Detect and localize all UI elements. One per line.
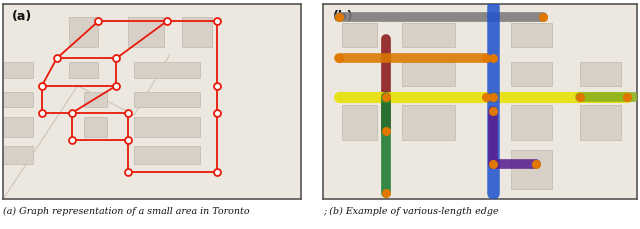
Polygon shape (402, 24, 455, 47)
Polygon shape (39, 5, 63, 199)
Text: (b): (b) (333, 10, 353, 23)
Polygon shape (3, 102, 301, 115)
Polygon shape (3, 117, 33, 137)
Polygon shape (458, 5, 502, 199)
Polygon shape (110, 5, 134, 199)
Polygon shape (511, 151, 552, 190)
Polygon shape (182, 18, 211, 47)
Polygon shape (402, 63, 455, 86)
Polygon shape (3, 75, 301, 90)
Polygon shape (342, 24, 376, 47)
Polygon shape (323, 79, 637, 90)
Polygon shape (134, 117, 200, 137)
Polygon shape (342, 106, 376, 141)
Polygon shape (402, 106, 455, 141)
Polygon shape (3, 63, 33, 79)
Polygon shape (3, 131, 301, 145)
Polygon shape (3, 147, 33, 164)
Polygon shape (84, 117, 108, 137)
Polygon shape (68, 18, 99, 47)
Polygon shape (580, 63, 621, 86)
Text: ; (b) Example of various-length edge: ; (b) Example of various-length edge (323, 206, 499, 215)
Polygon shape (3, 40, 301, 55)
Polygon shape (84, 92, 108, 108)
Polygon shape (122, 5, 211, 63)
Polygon shape (552, 5, 577, 199)
Polygon shape (68, 63, 99, 79)
Polygon shape (134, 63, 200, 79)
Polygon shape (205, 5, 229, 199)
Polygon shape (323, 44, 637, 55)
Polygon shape (511, 24, 552, 47)
Polygon shape (511, 63, 552, 86)
Polygon shape (3, 92, 33, 108)
Polygon shape (134, 147, 200, 164)
Polygon shape (511, 106, 552, 141)
Text: (a): (a) (12, 10, 33, 23)
Polygon shape (134, 92, 200, 108)
Polygon shape (128, 18, 164, 47)
Polygon shape (3, 92, 122, 199)
Polygon shape (580, 106, 621, 141)
Text: (a) Graph representation of a small area in Toronto: (a) Graph representation of a small area… (3, 206, 250, 215)
Polygon shape (376, 5, 399, 199)
